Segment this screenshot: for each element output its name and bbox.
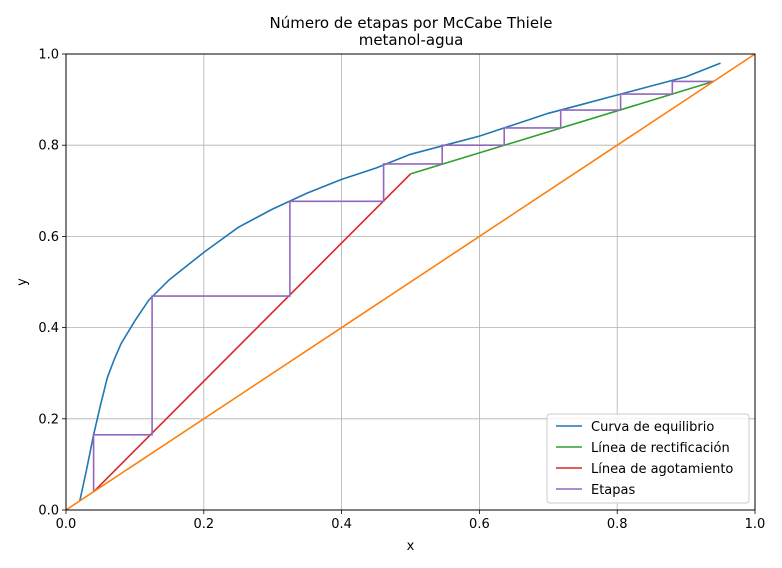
x-tick-label: 1.0	[745, 517, 766, 532]
ticks: 0.0 0.2 0.4 0.6 0.8 1.0 0.0 0.2 0.4 0.6 0.8 1.0	[38, 48, 765, 533]
y-tick-label: 0.0	[38, 504, 59, 519]
legend: Curva de equilibrio Línea de rectificació…	[546, 413, 750, 504]
y-tick-label: 1.0	[38, 48, 59, 63]
legend-label: Curva de equilibrio	[591, 420, 714, 435]
y-tick-label: 0.8	[38, 139, 59, 154]
x-tick-label: 0.0	[56, 517, 77, 532]
legend-label: Línea de rectificación	[591, 441, 730, 456]
x-tick-label: 0.4	[331, 517, 352, 532]
x-tick-label: 0.8	[607, 517, 628, 532]
x-axis-label: x	[407, 539, 415, 554]
y-axis-label: y	[15, 278, 30, 286]
y-tick-label: 0.2	[38, 412, 59, 427]
y-tick-label: 0.6	[38, 230, 59, 245]
legend-label: Línea de agotamiento	[591, 462, 733, 477]
legend-box	[546, 413, 750, 504]
series-linea-de-agotamiento-line	[93, 173, 412, 493]
series-etapas-line	[92, 80, 714, 492]
chart-subtitle: metanol-agua	[359, 31, 464, 49]
chart-title: Número de etapas por McCabe Thiele	[270, 14, 553, 32]
plot-frame	[65, 53, 756, 511]
x-tick-label: 0.2	[193, 517, 214, 532]
y-tick-label: 0.4	[38, 321, 59, 336]
series-diagonal-line	[65, 53, 756, 511]
curves	[65, 53, 756, 511]
legend-label: Etapas	[591, 483, 635, 498]
series-linea-de-rectificacion-line	[410, 80, 714, 175]
x-tick-label: 0.6	[469, 517, 490, 532]
